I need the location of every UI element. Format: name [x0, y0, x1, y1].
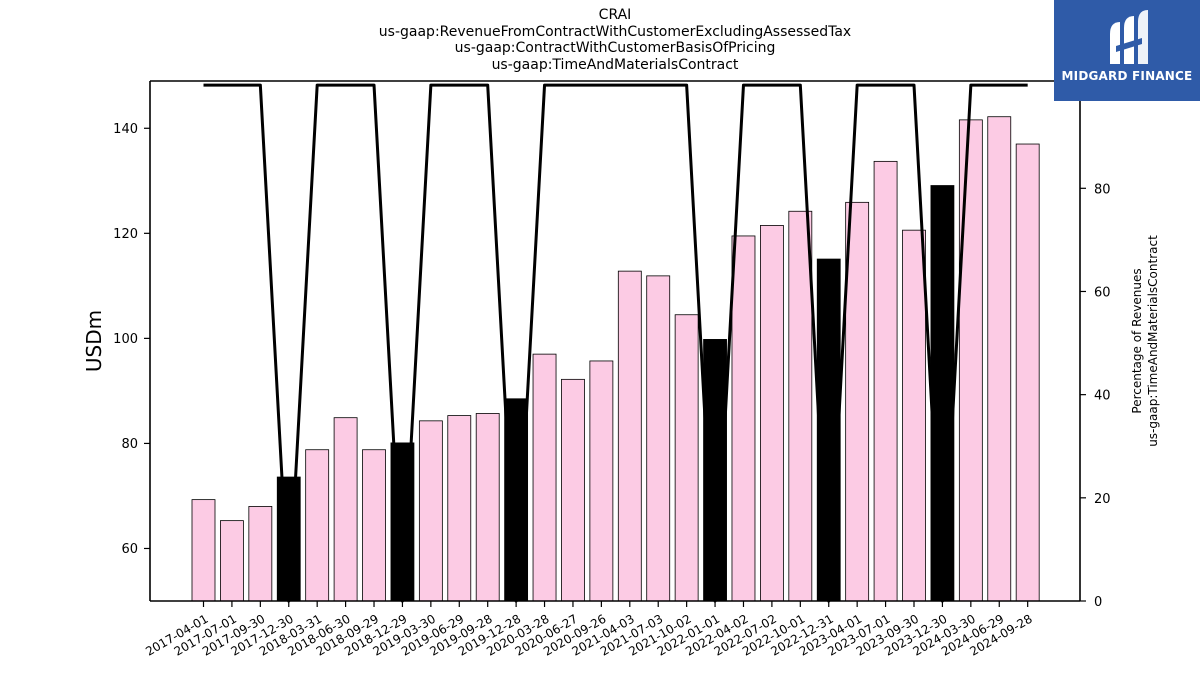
y-tick-label-left-60: 60	[121, 542, 138, 557]
bar-2024-03-30	[958, 119, 983, 602]
midgard-finance-logo: MIDGARD FINANCE	[1054, 0, 1200, 101]
bar-2024-06-29	[987, 116, 1012, 602]
chart-title-block: CRAI us-gaap:RevenueFromContractWithCust…	[150, 7, 1080, 73]
bar-2023-09-30	[902, 229, 926, 602]
y-tick-label-left-100: 100	[113, 332, 138, 347]
bar-2020-06-27	[561, 378, 585, 602]
bar-2018-09-29	[362, 449, 386, 602]
y-tick-label-left-80: 80	[121, 437, 138, 452]
bar-2022-07-02	[760, 225, 784, 602]
y-tick-label-right-40: 40	[1094, 389, 1111, 404]
axes	[149, 80, 1081, 602]
bar-2021-10-02	[674, 314, 699, 602]
bar-2018-06-30	[333, 417, 358, 602]
bar-2019-03-30	[418, 420, 443, 602]
chart-title-member: us-gaap:TimeAndMaterialsContract	[491, 56, 739, 73]
chart-title-ticker: CRAI	[598, 7, 632, 23]
bar-series	[191, 116, 1040, 602]
bar-2023-12-30	[930, 185, 955, 602]
bar-2023-04-01	[845, 201, 870, 602]
percentage-line	[203, 83, 1028, 603]
bar-2020-03-28	[532, 353, 557, 602]
bar-2021-07-03	[646, 275, 671, 602]
logo-text: MIDGARD FINANCE	[1061, 69, 1193, 83]
midgard-logo-icon	[1110, 10, 1148, 64]
y-tick-label-left-140: 140	[113, 122, 138, 137]
bar-2018-03-31	[305, 449, 330, 602]
y-tick-label-right-60: 60	[1094, 285, 1111, 300]
y-axis-right-label-line-2: us-gaap:TimeAndMaterialsContract	[1146, 235, 1160, 447]
y-axis-left-ticks: 60 80 100 120 140	[113, 122, 150, 557]
chart-title-axis: us-gaap:ContractWithCustomerBasisOfPrici…	[454, 40, 776, 56]
y-axis-right-ticks: 020406080100	[1080, 79, 1119, 610]
y-axis-left-label: USDm	[82, 310, 106, 372]
bar-2019-06-29	[447, 415, 472, 602]
percentage-line-series	[203, 83, 1028, 603]
y-axis-right-label-line-1: Percentage of Revenues	[1130, 268, 1144, 413]
y-axis-right-label: Percentage of Revenues us-gaap:TimeAndMa…	[1130, 235, 1160, 447]
y-tick-label-right-0: 0	[1094, 595, 1102, 610]
y-tick-label-right-20: 20	[1094, 492, 1111, 507]
y-tick-label-left-120: 120	[113, 227, 138, 242]
bar-2022-04-02	[731, 235, 756, 602]
y-tick-label-right-80: 80	[1094, 182, 1111, 197]
bar-2020-09-26	[589, 360, 614, 602]
bar-2021-04-03	[617, 270, 642, 602]
bar-2019-09-28	[475, 413, 500, 602]
bar-2017-07-01	[220, 520, 244, 602]
x-axis-ticks: 2017-04-012017-07-012017-09-302017-12-30…	[143, 601, 1035, 659]
chart-title-concept: us-gaap:RevenueFromContractWithCustomerE…	[378, 23, 852, 40]
bar-2022-10-01	[788, 210, 813, 602]
bar-2017-09-30	[248, 506, 273, 602]
bar-2023-07-01	[873, 160, 898, 602]
bar-2024-09-28	[1015, 143, 1040, 602]
bar-2017-04-01	[191, 499, 216, 602]
